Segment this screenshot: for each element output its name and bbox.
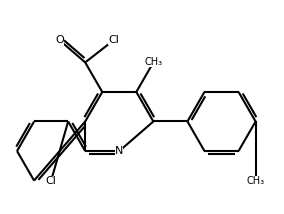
Text: O: O [55, 35, 64, 45]
Text: CH₃: CH₃ [247, 175, 265, 186]
Text: CH₃: CH₃ [144, 57, 162, 67]
Text: N: N [115, 146, 124, 156]
Text: Cl: Cl [46, 175, 57, 186]
Text: Cl: Cl [108, 35, 119, 45]
